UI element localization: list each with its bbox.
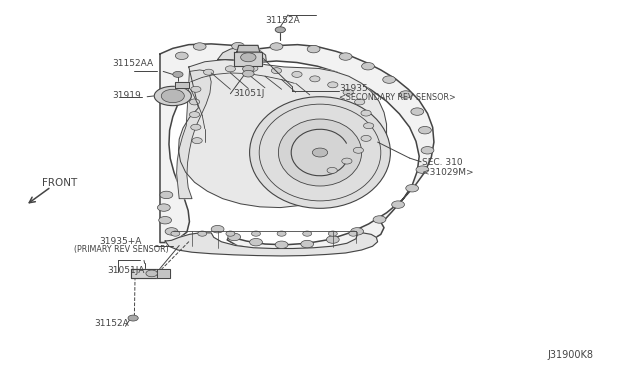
Circle shape	[392, 201, 404, 208]
Text: 31152A: 31152A	[95, 319, 129, 328]
Circle shape	[361, 110, 371, 116]
Text: 31919: 31919	[112, 92, 141, 100]
Circle shape	[411, 108, 424, 115]
Circle shape	[226, 231, 235, 236]
Circle shape	[250, 238, 262, 246]
Circle shape	[211, 225, 224, 233]
Circle shape	[406, 185, 419, 192]
Ellipse shape	[154, 86, 191, 106]
Circle shape	[342, 158, 352, 164]
Circle shape	[303, 231, 312, 236]
Text: (PRIMARY REV SENSOR): (PRIMARY REV SENSOR)	[74, 246, 168, 254]
Circle shape	[339, 53, 352, 60]
Polygon shape	[179, 60, 387, 208]
Circle shape	[343, 89, 353, 95]
Circle shape	[326, 236, 339, 243]
Circle shape	[292, 71, 302, 77]
Circle shape	[198, 231, 207, 236]
Circle shape	[310, 76, 320, 82]
Circle shape	[173, 71, 183, 77]
Circle shape	[191, 86, 201, 92]
Circle shape	[160, 191, 173, 199]
Circle shape	[312, 148, 328, 157]
Circle shape	[171, 231, 180, 236]
Circle shape	[191, 124, 201, 130]
Circle shape	[353, 147, 364, 153]
Circle shape	[275, 241, 288, 248]
Circle shape	[165, 228, 178, 235]
Circle shape	[277, 231, 286, 236]
Text: SEC. 310: SEC. 310	[422, 158, 463, 167]
Circle shape	[383, 76, 396, 83]
Ellipse shape	[278, 119, 362, 186]
Circle shape	[228, 233, 241, 241]
Circle shape	[204, 69, 214, 75]
Text: 31935+A: 31935+A	[99, 237, 141, 246]
Circle shape	[355, 99, 365, 105]
Text: 31935: 31935	[339, 84, 368, 93]
Polygon shape	[234, 52, 262, 66]
Circle shape	[241, 53, 256, 62]
Text: 31051J: 31051J	[234, 89, 265, 97]
Circle shape	[175, 52, 188, 60]
Text: 31152AA: 31152AA	[112, 59, 153, 68]
Circle shape	[361, 135, 371, 141]
Polygon shape	[218, 47, 266, 61]
Circle shape	[252, 231, 260, 236]
Circle shape	[271, 68, 282, 74]
Circle shape	[421, 147, 434, 154]
Circle shape	[189, 99, 200, 105]
Circle shape	[161, 89, 184, 103]
Circle shape	[232, 42, 244, 50]
Polygon shape	[131, 269, 157, 278]
Circle shape	[225, 66, 236, 72]
Circle shape	[416, 166, 429, 173]
Polygon shape	[160, 44, 434, 252]
Circle shape	[248, 65, 258, 71]
Circle shape	[328, 82, 338, 88]
Circle shape	[399, 91, 412, 98]
Polygon shape	[237, 45, 260, 52]
Circle shape	[328, 231, 337, 236]
Text: <SECONDARY REV SENSOR>: <SECONDARY REV SENSOR>	[339, 93, 456, 102]
Circle shape	[128, 315, 138, 321]
Circle shape	[243, 65, 254, 72]
Ellipse shape	[250, 97, 390, 208]
Circle shape	[364, 123, 374, 129]
Circle shape	[351, 228, 364, 235]
Text: 31152A: 31152A	[266, 16, 300, 25]
Circle shape	[275, 27, 285, 33]
Polygon shape	[175, 82, 189, 88]
Circle shape	[419, 126, 431, 134]
Circle shape	[301, 240, 314, 248]
Circle shape	[349, 231, 358, 236]
Circle shape	[159, 217, 172, 224]
Circle shape	[362, 62, 374, 70]
Text: J31900K8: J31900K8	[547, 350, 593, 360]
Text: FRONT: FRONT	[42, 178, 77, 188]
Text: 31051JA: 31051JA	[108, 266, 145, 275]
Circle shape	[192, 138, 202, 144]
Circle shape	[243, 70, 254, 77]
Circle shape	[373, 216, 386, 223]
Text: <31029M>: <31029M>	[422, 168, 474, 177]
Circle shape	[307, 45, 320, 53]
Circle shape	[157, 204, 170, 211]
Polygon shape	[157, 269, 170, 278]
Polygon shape	[165, 232, 378, 256]
Circle shape	[146, 270, 157, 277]
Circle shape	[189, 112, 200, 118]
Circle shape	[193, 43, 206, 50]
Circle shape	[327, 167, 337, 173]
Circle shape	[270, 43, 283, 50]
Polygon shape	[177, 70, 211, 199]
